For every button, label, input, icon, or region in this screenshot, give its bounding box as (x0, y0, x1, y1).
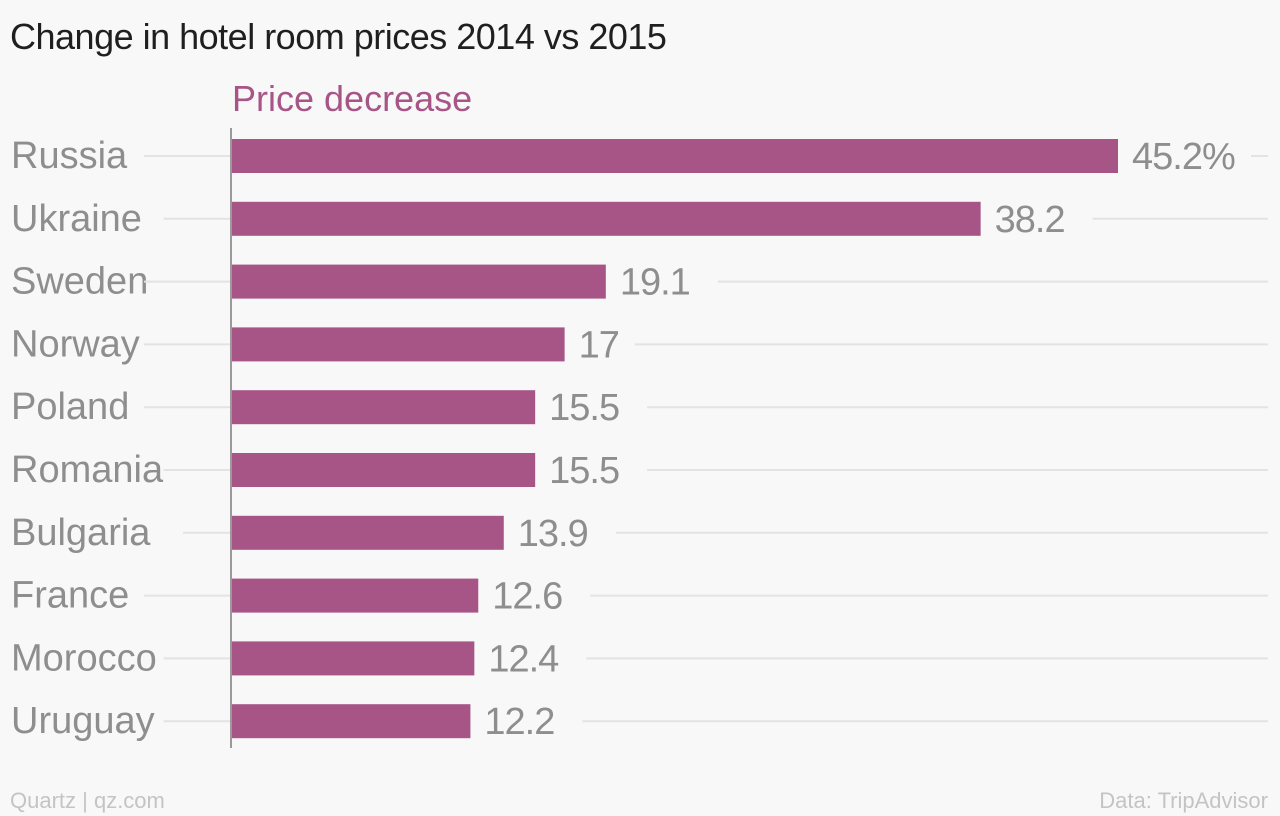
series-label: Price decrease (232, 78, 472, 119)
category-label: Morocco (11, 637, 157, 679)
bar (231, 390, 536, 425)
category-label: Romania (11, 449, 164, 491)
bar (231, 515, 504, 550)
category-label: Sweden (11, 261, 148, 303)
category-label: Norway (11, 323, 140, 365)
value-label: 19.1 (620, 262, 690, 304)
footer-source-right: Data: TripAdvisor (1099, 788, 1268, 813)
bar (231, 641, 475, 676)
value-label: 15.5 (549, 387, 619, 429)
value-label: 45.2% (1132, 136, 1235, 178)
value-label: 38.2 (995, 199, 1065, 241)
bar (231, 139, 1118, 173)
value-label: 12.2 (484, 701, 554, 743)
category-label: Uruguay (11, 700, 155, 742)
chart-title: Change in hotel room prices 2014 vs 2015 (10, 16, 667, 57)
value-label: 15.5 (549, 450, 619, 492)
value-label: 12.6 (492, 576, 562, 618)
value-label: 12.4 (488, 638, 559, 680)
category-label: Bulgaria (11, 512, 151, 554)
bar (231, 704, 471, 739)
category-label: France (11, 575, 129, 617)
category-label: Russia (11, 135, 128, 177)
bar (231, 264, 606, 299)
value-label: 17 (579, 324, 619, 366)
bar (231, 453, 536, 487)
bar (231, 327, 565, 362)
value-label: 13.9 (518, 513, 588, 555)
bar (231, 201, 981, 236)
bar (231, 578, 479, 613)
footer-source-left: Quartz | qz.com (10, 788, 165, 813)
category-label: Poland (11, 386, 129, 428)
category-label: Ukraine (11, 198, 142, 240)
